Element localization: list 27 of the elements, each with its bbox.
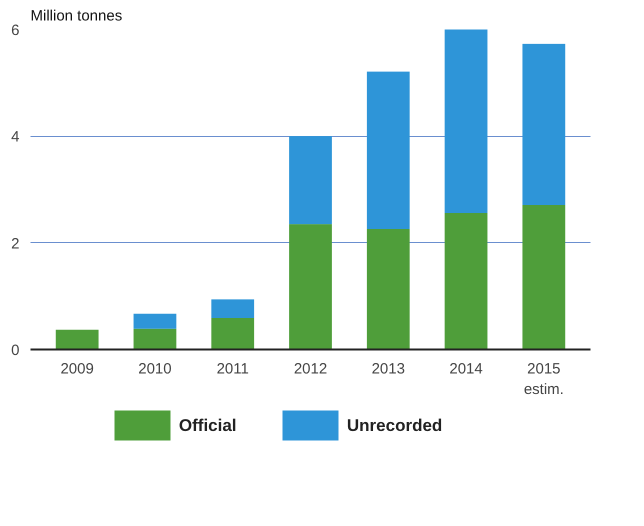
bar — [134, 328, 176, 350]
x-tick-label: 2014 — [449, 360, 483, 378]
bar — [289, 224, 332, 350]
bar — [366, 228, 410, 350]
legend-label: Unrecorded — [346, 416, 442, 435]
x-tick-label: 2012 — [294, 360, 328, 378]
bar — [444, 212, 488, 350]
bar — [211, 318, 254, 350]
y-axis-title: Million tonnes — [30, 8, 122, 24]
x-tick-label: 2011 — [216, 360, 249, 378]
bar — [211, 299, 254, 318]
bar — [444, 30, 488, 213]
bar — [134, 314, 176, 329]
legend-label: Official — [178, 416, 237, 435]
x-tick-label: 2015 estim. — [524, 360, 564, 398]
x-tick-label: 2010 — [138, 360, 172, 378]
y-tick-label: 0 — [11, 342, 20, 359]
bar — [289, 136, 332, 224]
x-tick-label: 2009 — [60, 360, 94, 378]
bar — [522, 44, 566, 205]
x-tick-label: 2013 — [372, 360, 405, 378]
y-tick-label: 6 — [11, 22, 20, 39]
bar — [522, 204, 566, 350]
bar — [366, 72, 410, 229]
y-tick-label: 4 — [11, 128, 20, 146]
bar — [56, 330, 99, 350]
y-tick-label: 2 — [11, 235, 20, 252]
